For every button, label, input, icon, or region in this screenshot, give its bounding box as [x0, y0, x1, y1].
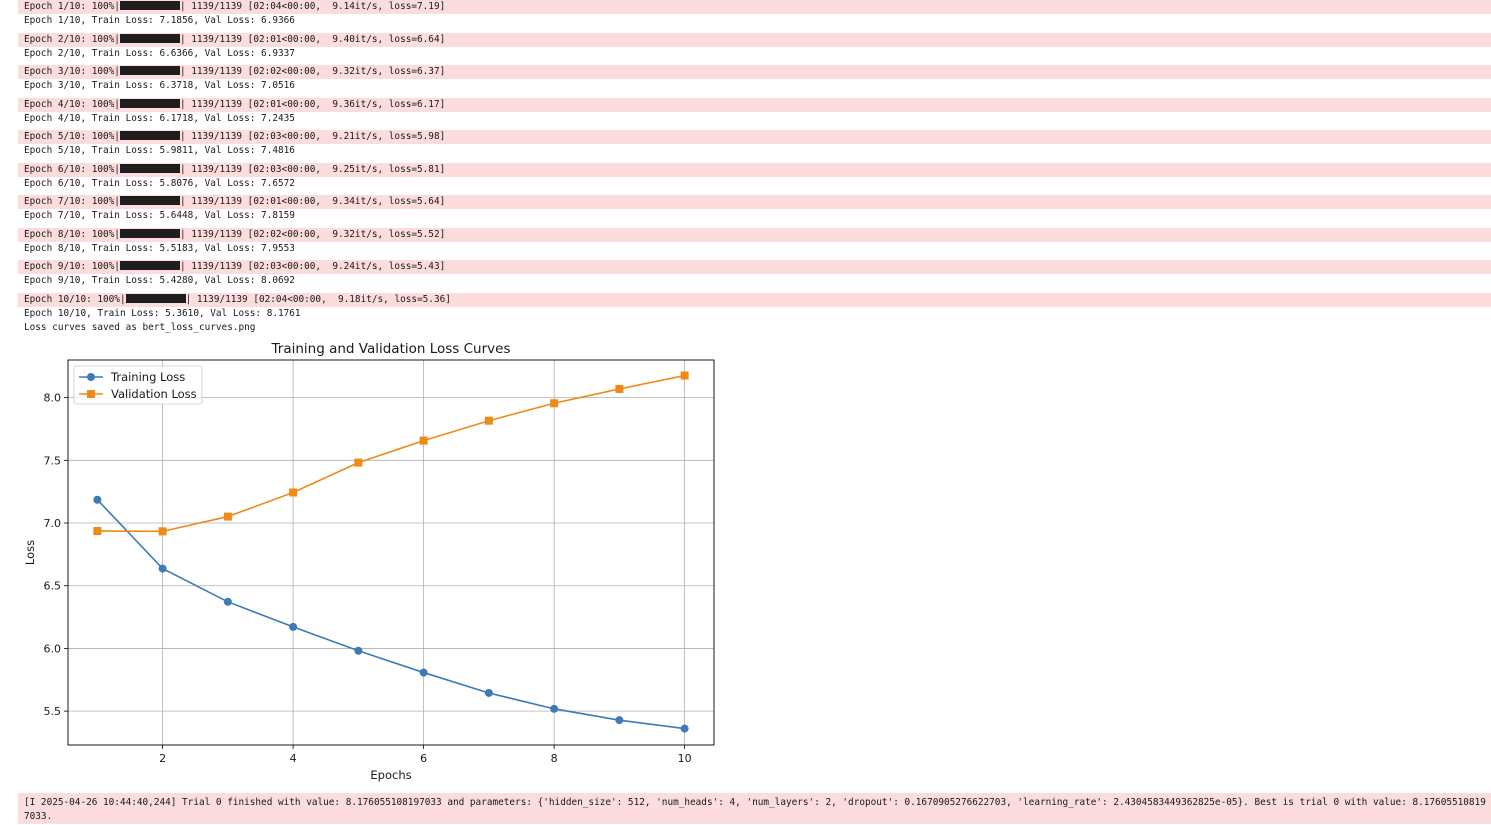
progress-suffix: | 1139/1139 [02:04<00:00, 9.14it/s, loss… — [179, 1, 446, 12]
chart-title: Training and Validation Loss Curves — [271, 341, 511, 357]
progress-prefix: Epoch 5/10: 100%| — [24, 131, 120, 142]
progress-bar-fill — [125, 293, 186, 303]
progress-bar-fill — [119, 261, 180, 270]
validation-loss-point — [615, 384, 624, 393]
training-loss-point — [223, 597, 232, 606]
progress-suffix: | 1139/1139 [02:04<00:00, 9.18it/s, loss… — [185, 293, 451, 305]
epoch-summary-line: Epoch 7/10, Train Loss: 5.6448, Val Loss… — [24, 210, 295, 221]
y-tick-label: 8.0 — [44, 392, 62, 405]
progress-bar-fill — [119, 131, 180, 140]
plot-frame — [67, 359, 715, 746]
progress-suffix: | 1139/1139 [02:02<00:00, 9.32it/s, loss… — [179, 228, 446, 240]
progress-bar-fill — [119, 33, 180, 43]
progress-bar-fill — [119, 228, 180, 238]
epoch-progress-line: Epoch 7/10: 100%| | 1139/1139 [02:01<00:0… — [18, 195, 1491, 209]
epoch-summary-line: Epoch 9/10, Train Loss: 5.4280, Val Loss… — [24, 275, 295, 286]
training-loss-point — [550, 704, 559, 713]
epoch-summary-line: Epoch 8/10, Train Loss: 5.5183, Val Loss… — [24, 242, 295, 254]
epoch-summary-line: Epoch 3/10, Train Loss: 6.3718, Val Loss… — [24, 80, 295, 91]
training-loss-point — [615, 716, 624, 725]
progress-prefix: Epoch 4/10: 100%| — [24, 98, 120, 110]
epoch-summary-line: Epoch 6/10, Train Loss: 5.8076, Val Loss… — [24, 177, 295, 189]
progress-prefix: Epoch 3/10: 100%| — [24, 66, 120, 77]
y-axis-label: Loss — [23, 540, 37, 565]
progress-prefix: Epoch 10/10: 100%| — [24, 293, 126, 305]
progress-suffix: | 1139/1139 [02:03<00:00, 9.24it/s, loss… — [179, 261, 446, 272]
validation-loss-point — [223, 512, 232, 521]
epoch-summary-line: Epoch 2/10, Train Loss: 6.6366, Val Loss… — [24, 47, 295, 59]
progress-suffix: | 1139/1139 [02:01<00:00, 9.34it/s, loss… — [179, 196, 446, 207]
validation-loss-point — [550, 399, 559, 408]
progress-prefix: Epoch 8/10: 100%| — [24, 228, 120, 240]
legend-marker-circle — [87, 373, 95, 381]
validation-loss-point — [158, 527, 167, 536]
x-tick-label: 2 — [159, 752, 166, 765]
training-loss-point — [680, 724, 689, 733]
epoch-summary-line: Epoch 5/10, Train Loss: 5.9811, Val Loss… — [24, 145, 295, 156]
progress-suffix: | 1139/1139 [02:02<00:00, 9.32it/s, loss… — [179, 66, 446, 77]
progress-prefix: Epoch 9/10: 100%| — [24, 261, 120, 272]
legend-marker-square — [87, 390, 95, 398]
progress-prefix: Epoch 7/10: 100%| — [24, 196, 120, 207]
progress-bar-fill — [119, 66, 180, 75]
epoch-summary-line: Epoch 10/10, Train Loss: 5.3610, Val Los… — [24, 307, 301, 319]
validation-loss-point — [289, 488, 298, 497]
epoch-summary-line: Epoch 1/10, Train Loss: 7.1856, Val Loss… — [24, 15, 295, 26]
trial-result-message: [I 2025-04-26 10:44:40,244] Trial 0 fini… — [18, 793, 1491, 824]
y-tick-label: 5.5 — [44, 705, 62, 718]
progress-bar-fill — [119, 1, 180, 10]
saved-message: Loss curves saved as bert_loss_curves.pn… — [24, 322, 256, 333]
validation-loss-point — [484, 416, 493, 425]
epoch-summary-line: Epoch 4/10, Train Loss: 6.1718, Val Loss… — [24, 112, 295, 124]
training-loss-point — [93, 495, 102, 504]
progress-suffix: | 1139/1139 [02:01<00:00, 9.40it/s, loss… — [179, 33, 446, 45]
training-loss-point — [419, 668, 428, 677]
loss-chart-svg: Training and Validation Loss Curves 2 4 6 8 1… — [23, 341, 715, 782]
epoch-progress-line: Epoch 4/10: 100%| | 1139/1139 [02:01<00:0… — [18, 97, 1491, 112]
y-tick-label: 6.0 — [44, 642, 62, 655]
epoch-progress-line: Epoch 5/10: 100%| | 1139/1139 [02:03<00:0… — [18, 130, 1491, 144]
y-tick-label: 7.0 — [44, 517, 62, 530]
y-tick-label: 7.5 — [44, 454, 62, 467]
training-loss-point — [484, 688, 493, 697]
training-loss-point — [354, 646, 363, 655]
progress-prefix: Epoch 6/10: 100%| — [24, 163, 120, 175]
epoch-progress-line: Epoch 8/10: 100%| | 1139/1139 [02:02<00:0… — [18, 227, 1491, 242]
validation-loss-point — [354, 458, 363, 467]
validation-loss-point — [680, 371, 689, 380]
epoch-progress-line: Epoch 9/10: 100%| | 1139/1139 [02:03<00:0… — [18, 260, 1491, 274]
legend-box — [73, 365, 203, 405]
epoch-progress-line: Epoch 2/10: 100%| | 1139/1139 [02:01<00:0… — [18, 32, 1491, 47]
progress-suffix: | 1139/1139 [02:03<00:00, 9.21it/s, loss… — [179, 131, 446, 142]
progress-suffix: | 1139/1139 [02:03<00:00, 9.25it/s, loss… — [179, 163, 446, 175]
y-tick-label: 6.5 — [44, 580, 62, 593]
legend-label: Validation Loss — [111, 387, 197, 401]
validation-loss-point — [419, 436, 428, 445]
x-tick-label: 10 — [678, 752, 692, 765]
progress-prefix: Epoch 1/10: 100%| — [24, 1, 120, 12]
validation-loss-point — [93, 526, 102, 535]
progress-bar-fill — [119, 163, 180, 173]
training-loss-point — [158, 564, 167, 573]
series-line-training — [96, 499, 685, 730]
epoch-progress-line: Epoch 1/10: 100%| | 1139/1139 [02:04<00:0… — [18, 0, 1491, 14]
progress-bar-fill — [119, 196, 180, 205]
series-line-validation — [97, 374, 685, 533]
progress-suffix: | 1139/1139 [02:01<00:00, 9.36it/s, loss… — [179, 98, 446, 110]
x-axis-label: Epochs — [370, 768, 411, 782]
x-tick-label: 4 — [290, 752, 297, 765]
legend-label: Training Loss — [110, 370, 185, 384]
epoch-progress-line: Epoch 10/10: 100%| | 1139/1139 [02:04<00:… — [18, 292, 1491, 307]
x-tick-label: 6 — [420, 752, 427, 765]
epoch-progress-line: Epoch 6/10: 100%| | 1139/1139 [02:03<00:0… — [18, 162, 1491, 177]
progress-prefix: Epoch 2/10: 100%| — [24, 33, 120, 45]
x-tick-label: 8 — [551, 752, 558, 765]
output-log: Epoch 1/10: 100%| | 1139/1139 [02:04<00:0… — [18, 0, 1491, 335]
epoch-progress-line: Epoch 3/10: 100%| | 1139/1139 [02:02<00:0… — [18, 65, 1491, 79]
loss-chart: Training and Validation Loss Curves 2 4 6 8 1… — [18, 336, 728, 788]
training-loss-point — [289, 622, 298, 631]
progress-bar-fill — [119, 98, 180, 108]
